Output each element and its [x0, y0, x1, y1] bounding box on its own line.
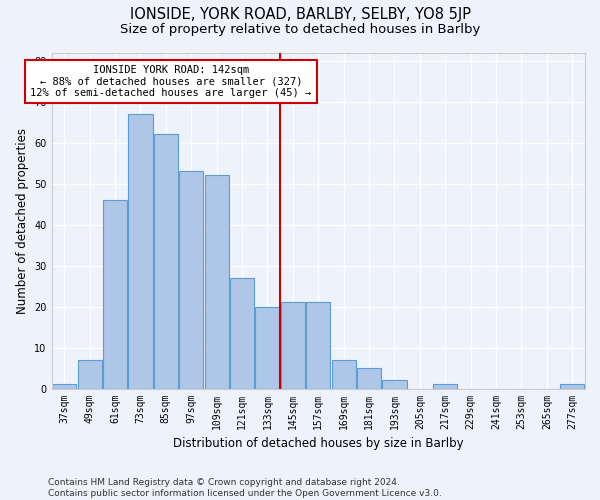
Bar: [357, 368, 381, 388]
Y-axis label: Number of detached properties: Number of detached properties: [16, 128, 29, 314]
Bar: [332, 360, 356, 388]
Bar: [154, 134, 178, 388]
Bar: [205, 176, 229, 388]
Bar: [128, 114, 152, 388]
Bar: [306, 302, 331, 388]
X-axis label: Distribution of detached houses by size in Barlby: Distribution of detached houses by size …: [173, 437, 464, 450]
Bar: [560, 384, 584, 388]
Bar: [281, 302, 305, 388]
Text: Size of property relative to detached houses in Barlby: Size of property relative to detached ho…: [120, 22, 480, 36]
Bar: [230, 278, 254, 388]
Bar: [77, 360, 102, 388]
Bar: [52, 384, 76, 388]
Text: Contains HM Land Registry data © Crown copyright and database right 2024.
Contai: Contains HM Land Registry data © Crown c…: [48, 478, 442, 498]
Bar: [103, 200, 127, 388]
Bar: [256, 306, 280, 388]
Text: IONSIDE, YORK ROAD, BARLBY, SELBY, YO8 5JP: IONSIDE, YORK ROAD, BARLBY, SELBY, YO8 5…: [130, 8, 470, 22]
Bar: [179, 172, 203, 388]
Text: IONSIDE YORK ROAD: 142sqm
← 88% of detached houses are smaller (327)
12% of semi: IONSIDE YORK ROAD: 142sqm ← 88% of detac…: [31, 65, 311, 98]
Bar: [382, 380, 407, 388]
Bar: [433, 384, 457, 388]
